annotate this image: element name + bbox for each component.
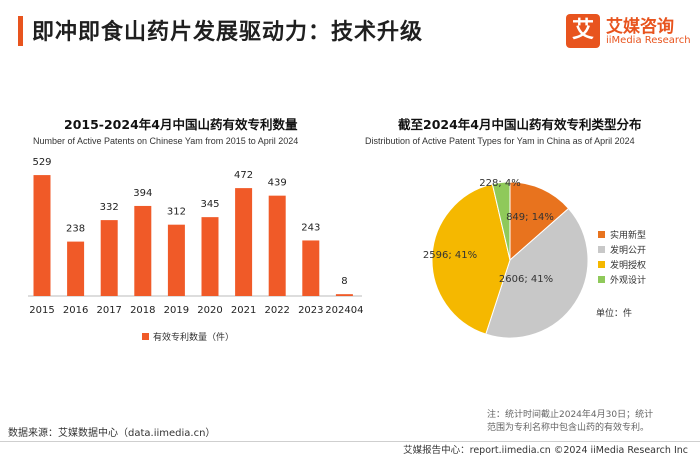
pie-slice — [431, 183, 511, 335]
pie-slice-label: 849; 14% — [506, 212, 554, 223]
pie-legend-swatch — [598, 231, 605, 238]
footnote: 注：统计时间截止2024年4月30日；统计 范围为专利名称中包含山药的有效专利。 — [487, 409, 692, 435]
bar — [268, 195, 286, 296]
bar-value-label: 439 — [268, 178, 287, 189]
bar — [134, 205, 152, 296]
x-tick-label: 202404 — [325, 305, 363, 316]
bar-value-label: 243 — [301, 222, 320, 233]
bar-chart-subtitle: Number of Active Patents on Chinese Yam … — [33, 136, 299, 146]
pie-chart-title: 截至2024年4月中国山药有效专利类型分布 — [398, 117, 642, 132]
pie-legend-swatch — [598, 276, 605, 283]
x-tick-label: 2018 — [130, 305, 155, 316]
pie-legend-swatch — [598, 246, 605, 253]
footer-divider — [0, 441, 700, 442]
bar-value-label: 529 — [32, 157, 51, 168]
bar — [100, 220, 118, 296]
pie-chart: 849; 14% 2606; 41% 2596; 41% 228; 4% — [423, 178, 589, 339]
x-tick-label: 2016 — [63, 305, 88, 316]
bar-legend-swatch — [142, 333, 149, 340]
pie-legend-label: 实用新型 — [610, 231, 647, 241]
footer-copyright: 艾媒报告中心：report.iimedia.cn ©2024 iiMedia R… — [403, 445, 688, 456]
logo-name-en: iiMedia Research — [606, 35, 691, 46]
x-tick-label: 2015 — [29, 305, 54, 316]
bar — [67, 241, 85, 296]
brand-logo: 艾 艾媒咨询 iiMedia Research — [566, 12, 691, 54]
x-tick-label: 2022 — [264, 305, 289, 316]
pie-legend-label: 外观设计 — [610, 276, 647, 286]
bar — [201, 217, 219, 296]
pie-unit: 单位：件 — [596, 309, 633, 319]
pie-slice — [509, 181, 570, 262]
bar-value-label: 472 — [234, 170, 253, 181]
pie-legend-label: 发明授权 — [610, 261, 647, 271]
bar-value-label: 345 — [200, 199, 219, 210]
bar-value-label: 8 — [341, 276, 347, 287]
bar-chart-title: 2015-2024年4月中国山药有效专利数量 — [64, 117, 298, 132]
bar-value-label: 394 — [133, 188, 152, 199]
bar — [167, 224, 185, 296]
footnote-line-2: 范围为专利名称中包含山药的有效专利。 — [487, 423, 650, 433]
x-tick-label: 2020 — [197, 305, 222, 316]
bar-chart: 529 2015 238 2016 332 2017 394 2018 312 2019 345 20… — [28, 157, 363, 316]
x-tick-label: 2023 — [298, 305, 323, 316]
pie-slice-label: 228; 4% — [479, 178, 521, 189]
x-tick-label: 2021 — [231, 305, 256, 316]
pie-legend-label: 发明公开 — [610, 246, 647, 256]
logo-mark: 艾 — [566, 14, 600, 48]
title-accent-bar — [18, 16, 23, 46]
x-tick-label: 2019 — [164, 305, 189, 316]
bar — [33, 175, 51, 296]
bar-value-label: 312 — [167, 207, 186, 218]
pie-slice — [485, 207, 589, 339]
bar-value-label: 332 — [100, 202, 119, 213]
pie-slice-label: 2606; 41% — [499, 274, 553, 285]
pie-legend-swatch — [598, 261, 605, 268]
x-tick-label: 2017 — [96, 305, 121, 316]
logo-name-cn: 艾媒咨询 — [606, 17, 674, 37]
bar — [302, 240, 320, 296]
pie-slice — [491, 181, 511, 261]
bar-value-label: 238 — [66, 224, 85, 235]
page-title: 即冲即食山药片发展驱动力：技术升级 — [32, 20, 424, 45]
data-source: 数据来源：艾媒数据中心（data.iimedia.cn） — [8, 428, 216, 439]
footnote-line-1: 注：统计时间截止2024年4月30日；统计 — [487, 410, 654, 420]
pie-slice-label: 2596; 41% — [423, 250, 477, 261]
bar-legend-label: 有效专利数量（件） — [153, 333, 235, 343]
bar — [335, 294, 353, 296]
pie-chart-subtitle: Distribution of Active Patent Types for … — [365, 136, 635, 146]
bar — [235, 188, 253, 296]
